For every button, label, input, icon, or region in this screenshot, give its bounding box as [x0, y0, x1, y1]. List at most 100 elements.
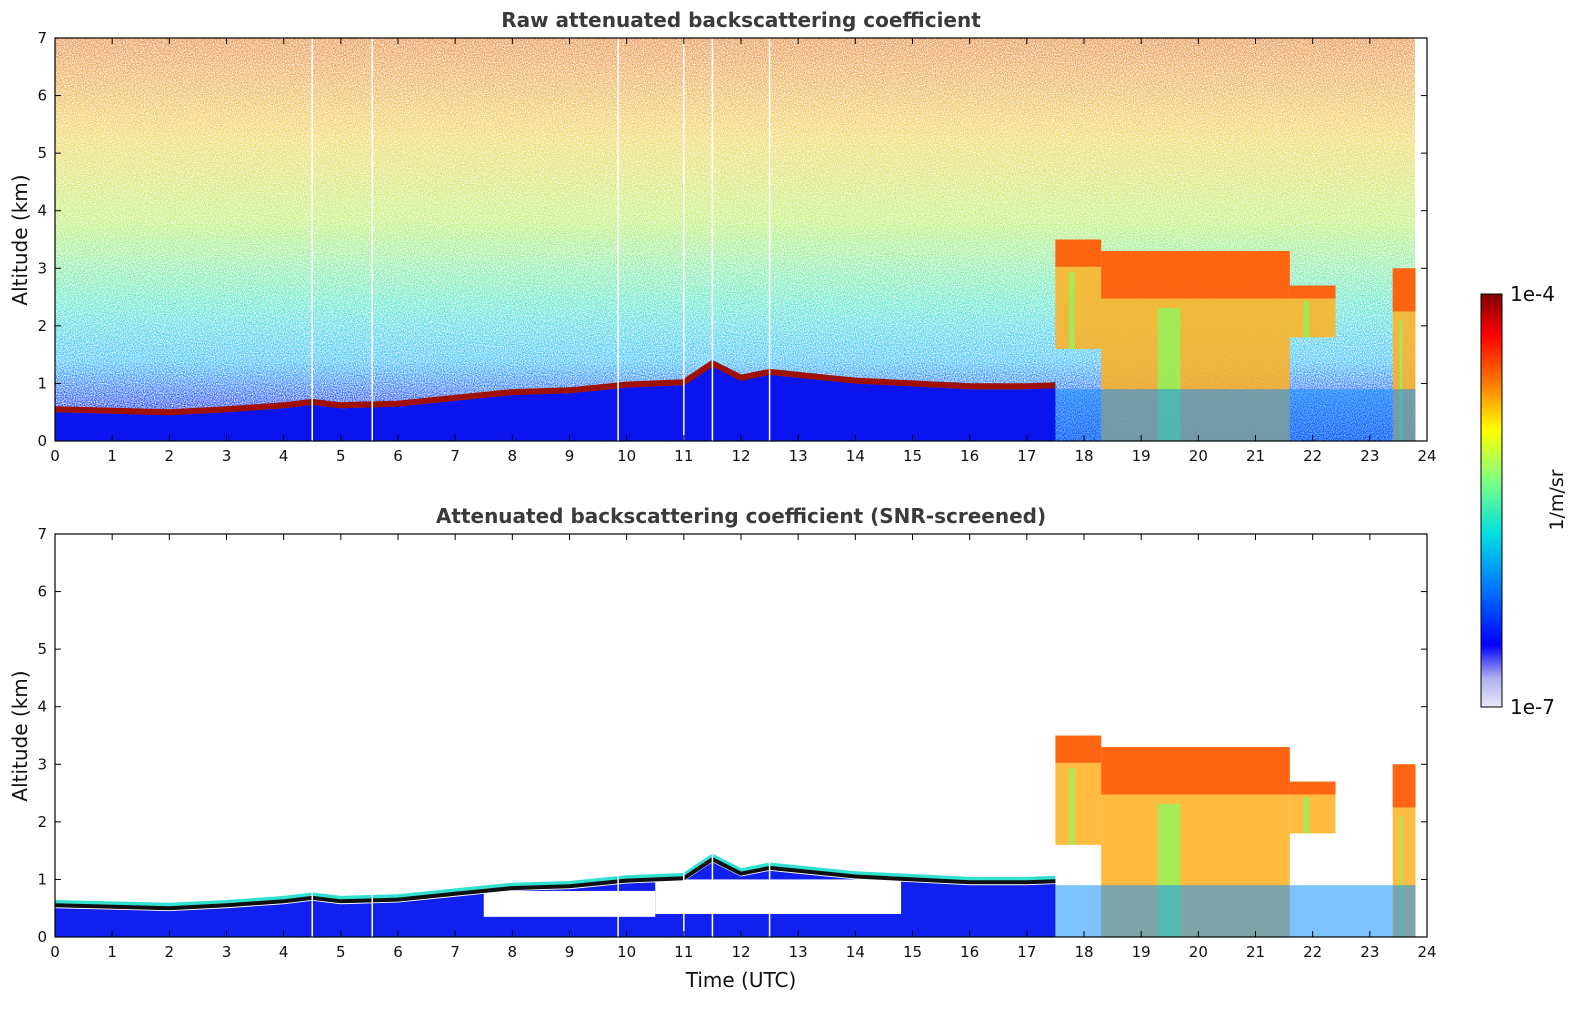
panel-screened: Attenuated backscattering coefficient (S…	[8, 504, 1437, 992]
x-tick-label: 18	[1074, 447, 1093, 465]
x-tick-label: 9	[565, 447, 575, 465]
x-tick-label: 8	[508, 447, 518, 465]
x-tick-label: 9	[565, 943, 575, 961]
x-tick-label: 12	[731, 943, 750, 961]
x-tick-label: 20	[1189, 943, 1208, 961]
x-tick-label: 13	[789, 943, 808, 961]
x-tick-label: 23	[1360, 447, 1379, 465]
x-tick-label: 10	[617, 447, 636, 465]
y-tick-label: 5	[37, 144, 47, 162]
cloud-layer-core	[1101, 747, 1290, 795]
x-tick-label: 24	[1417, 447, 1436, 465]
colorbar: 1e-4 1e-7 1/m/sr	[1480, 282, 1568, 719]
x-tick-label: 21	[1246, 943, 1265, 961]
colorbar-max-label: 1e-4	[1510, 282, 1555, 306]
y-tick-label: 0	[37, 928, 47, 946]
panel-screened-ylabel: Altitude (km)	[8, 670, 32, 801]
cloud-layer-gap	[1069, 768, 1075, 845]
x-tick-label: 3	[222, 943, 232, 961]
y-tick-label: 0	[37, 432, 47, 450]
boundary-layer-top-line	[55, 360, 1056, 416]
x-tick-label: 1	[107, 447, 117, 465]
y-tick-label: 4	[37, 202, 47, 220]
x-tick-label: 12	[731, 447, 750, 465]
y-tick-label: 1	[37, 374, 47, 392]
x-tick-label: 7	[450, 943, 460, 961]
x-tick-label: 8	[508, 943, 518, 961]
x-tick-label: 18	[1074, 943, 1093, 961]
no-data-region	[1415, 38, 1427, 441]
cloud-layer-gap	[1399, 320, 1403, 441]
x-tick-label: 4	[279, 943, 289, 961]
boundary-layer-fill	[55, 366, 1056, 441]
x-tick-label: 19	[1132, 447, 1151, 465]
x-tick-label: 0	[50, 943, 60, 961]
x-tick-label: 3	[222, 447, 232, 465]
cloud-layer-core	[1289, 285, 1336, 299]
cloud-layer-core	[1289, 781, 1336, 795]
x-tick-label: 2	[165, 447, 175, 465]
y-tick-label: 3	[37, 755, 47, 773]
panel-raw-marks	[55, 38, 1427, 441]
x-tick-label: 5	[336, 943, 346, 961]
boundary-layer-edge-line	[55, 853, 1056, 908]
y-tick-label: 7	[37, 525, 47, 543]
x-tick-label: 1	[107, 943, 117, 961]
x-tick-label: 17	[1017, 447, 1036, 465]
x-tick-label: 16	[960, 447, 979, 465]
y-tick-label: 6	[37, 583, 47, 601]
panel-screened-axes: 0 1 2 3 4 5 6 7 8 9 10 11 12 13 14 15 16 17 18 19 20 21 22 23 24…	[37, 525, 1436, 961]
x-tick-label: 22	[1303, 447, 1322, 465]
x-tick-label: 15	[903, 447, 922, 465]
x-tick-label: 14	[846, 943, 865, 961]
panel-raw-axes: 0 1 2 3 4 5 6 7 8 9 10 11 12 13 14 15 16 17 18 19 20 21 22 23 24…	[37, 29, 1436, 465]
panel-screened-heatmap	[55, 534, 1427, 937]
cloud-layer-gap	[1399, 816, 1403, 937]
y-tick-label: 1	[37, 870, 47, 888]
cloud-layer-core	[1392, 268, 1416, 312]
low-aerosol-region	[1055, 885, 1416, 937]
panel-raw: Raw attenuated backscattering coefficien…	[8, 8, 1437, 465]
colorbar-unit-label: 1/m/sr	[1546, 469, 1568, 530]
panel-screened-marks	[55, 534, 1427, 937]
cloud-layer-core	[1055, 239, 1102, 267]
cloud-layer-gap	[1303, 797, 1310, 834]
cloud-layer-core	[1101, 251, 1290, 299]
colorbar-min-label: 1e-7	[1510, 695, 1555, 719]
y-tick-label: 3	[37, 259, 47, 277]
x-tick-label: 15	[903, 943, 922, 961]
x-tick-label: 24	[1417, 943, 1436, 961]
x-tick-label: 11	[674, 943, 693, 961]
x-tick-label: 6	[393, 447, 403, 465]
x-tick-label: 11	[674, 447, 693, 465]
cloud-layer-core	[1055, 735, 1102, 763]
y-tick-label: 2	[37, 317, 47, 335]
x-tick-label: 22	[1303, 943, 1322, 961]
panel-raw-heatmap	[55, 38, 1427, 441]
panel-screened-xlabel: Time (UTC)	[685, 968, 797, 992]
cloud-layer-gap	[1069, 272, 1075, 349]
cloud-layer-core	[1392, 764, 1416, 808]
cloud-layer-gap	[1303, 301, 1310, 338]
x-tick-label: 19	[1132, 943, 1151, 961]
boundary-layer-top-line	[55, 857, 1056, 911]
x-tick-label: 17	[1017, 943, 1036, 961]
screened-out-patch	[483, 890, 656, 917]
x-tick-label: 5	[336, 447, 346, 465]
panel-raw-title: Raw attenuated backscattering coefficien…	[501, 8, 981, 32]
x-tick-label: 13	[789, 447, 808, 465]
x-tick-label: 7	[450, 447, 460, 465]
y-tick-label: 7	[37, 29, 47, 47]
y-tick-label: 6	[37, 87, 47, 105]
x-tick-label: 20	[1189, 447, 1208, 465]
x-tick-label: 0	[50, 447, 60, 465]
x-tick-label: 6	[393, 943, 403, 961]
x-tick-label: 14	[846, 447, 865, 465]
x-tick-label: 21	[1246, 447, 1265, 465]
screened-out-patch	[655, 879, 902, 914]
y-tick-label: 5	[37, 640, 47, 658]
x-tick-label: 16	[960, 943, 979, 961]
colorbar-gradient	[1480, 293, 1503, 708]
panel-screened-title: Attenuated backscattering coefficient (S…	[436, 504, 1046, 528]
